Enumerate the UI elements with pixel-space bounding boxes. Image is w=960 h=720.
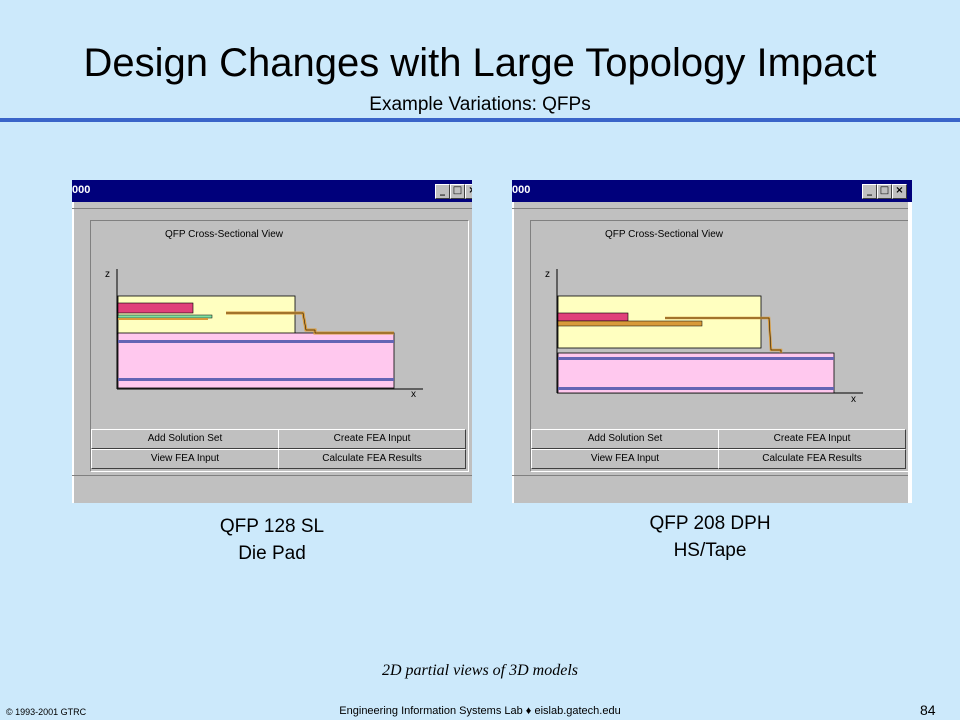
window-titlebar[interactable]: 000 _ □: [72, 180, 472, 202]
footer-lab: Engineering Information Systems Lab ♦ ei…: [339, 705, 621, 717]
copyright: © 1993-2001 GTRC: [6, 707, 87, 717]
calculate-fea-results-button[interactable]: Calculate FEA Results: [278, 449, 466, 469]
window-title: 000: [512, 184, 531, 196]
window-title: 000: [72, 184, 91, 196]
page-number: 84: [920, 702, 936, 718]
maximize-button[interactable]: □: [450, 184, 465, 199]
create-fea-input-button[interactable]: Create FEA Input: [278, 429, 466, 449]
add-solution-set-button[interactable]: Add Solution Set: [91, 429, 279, 449]
board-layer-bottom: [558, 387, 834, 390]
board-layer-bottom: [118, 378, 394, 381]
plot-panel: QFP Cross-Sectional View z x Add Solutio…: [90, 220, 469, 472]
qfp-cross-section: [556, 269, 863, 394]
minimize-button[interactable]: _: [862, 184, 877, 199]
tape: [557, 320, 703, 327]
plot-title: QFP Cross-Sectional View: [165, 229, 284, 240]
z-axis-label: z: [545, 269, 550, 280]
calculate-fea-results-button[interactable]: Calculate FEA Results: [718, 449, 906, 469]
caption-qfp-208: QFP 208 DPH HS/Tape: [610, 510, 810, 564]
menu-separator: [512, 208, 912, 209]
z-axis-label: z: [105, 269, 110, 280]
models-note: 2D partial views of 3D models: [382, 662, 578, 679]
plot-title: QFP Cross-Sectional View: [605, 229, 724, 240]
x-axis-label: x: [411, 389, 416, 400]
qfp-cross-section: [116, 269, 423, 390]
slide-title: Design Changes with Large Topology Impac…: [83, 41, 877, 85]
die: [117, 302, 194, 314]
minimize-button[interactable]: _: [435, 184, 450, 199]
create-fea-input-button[interactable]: Create FEA Input: [718, 429, 906, 449]
caption-line1: QFP 208 DPH: [649, 513, 771, 534]
board-layer-top: [558, 357, 834, 360]
close-button[interactable]: ×: [465, 184, 472, 199]
die: [557, 312, 629, 322]
maximize-button[interactable]: □: [877, 184, 892, 199]
die-attach: [117, 314, 213, 319]
qfp-208-window: 000 _ □ × QFP Cross-Sectional View z x A…: [512, 180, 912, 503]
status-separator: [72, 475, 472, 476]
menu-separator: [72, 208, 472, 209]
board-layer-top: [118, 340, 394, 343]
plot-panel: QFP Cross-Sectional View z x Add Solutio…: [530, 220, 909, 472]
view-fea-input-button[interactable]: View FEA Input: [531, 449, 719, 469]
title-rule: [0, 118, 960, 122]
window-titlebar[interactable]: 000 _ □: [512, 180, 912, 202]
x-axis-label: x: [851, 394, 856, 405]
die-pad: [118, 318, 208, 320]
caption-line2: Die Pad: [238, 543, 306, 564]
close-button[interactable]: ×: [892, 184, 907, 199]
slide-subtitle: Example Variations: QFPs: [369, 94, 591, 115]
caption-line2: HS/Tape: [673, 540, 747, 561]
caption-qfp-128: QFP 128 SL Die Pad: [172, 513, 372, 567]
view-fea-input-button[interactable]: View FEA Input: [91, 449, 279, 469]
status-separator: [512, 475, 912, 476]
add-solution-set-button[interactable]: Add Solution Set: [531, 429, 719, 449]
qfp-128-window: 000 _ □ × QFP Cross-Sectional View z x: [72, 180, 472, 503]
caption-line1: QFP 128 SL: [219, 516, 325, 537]
